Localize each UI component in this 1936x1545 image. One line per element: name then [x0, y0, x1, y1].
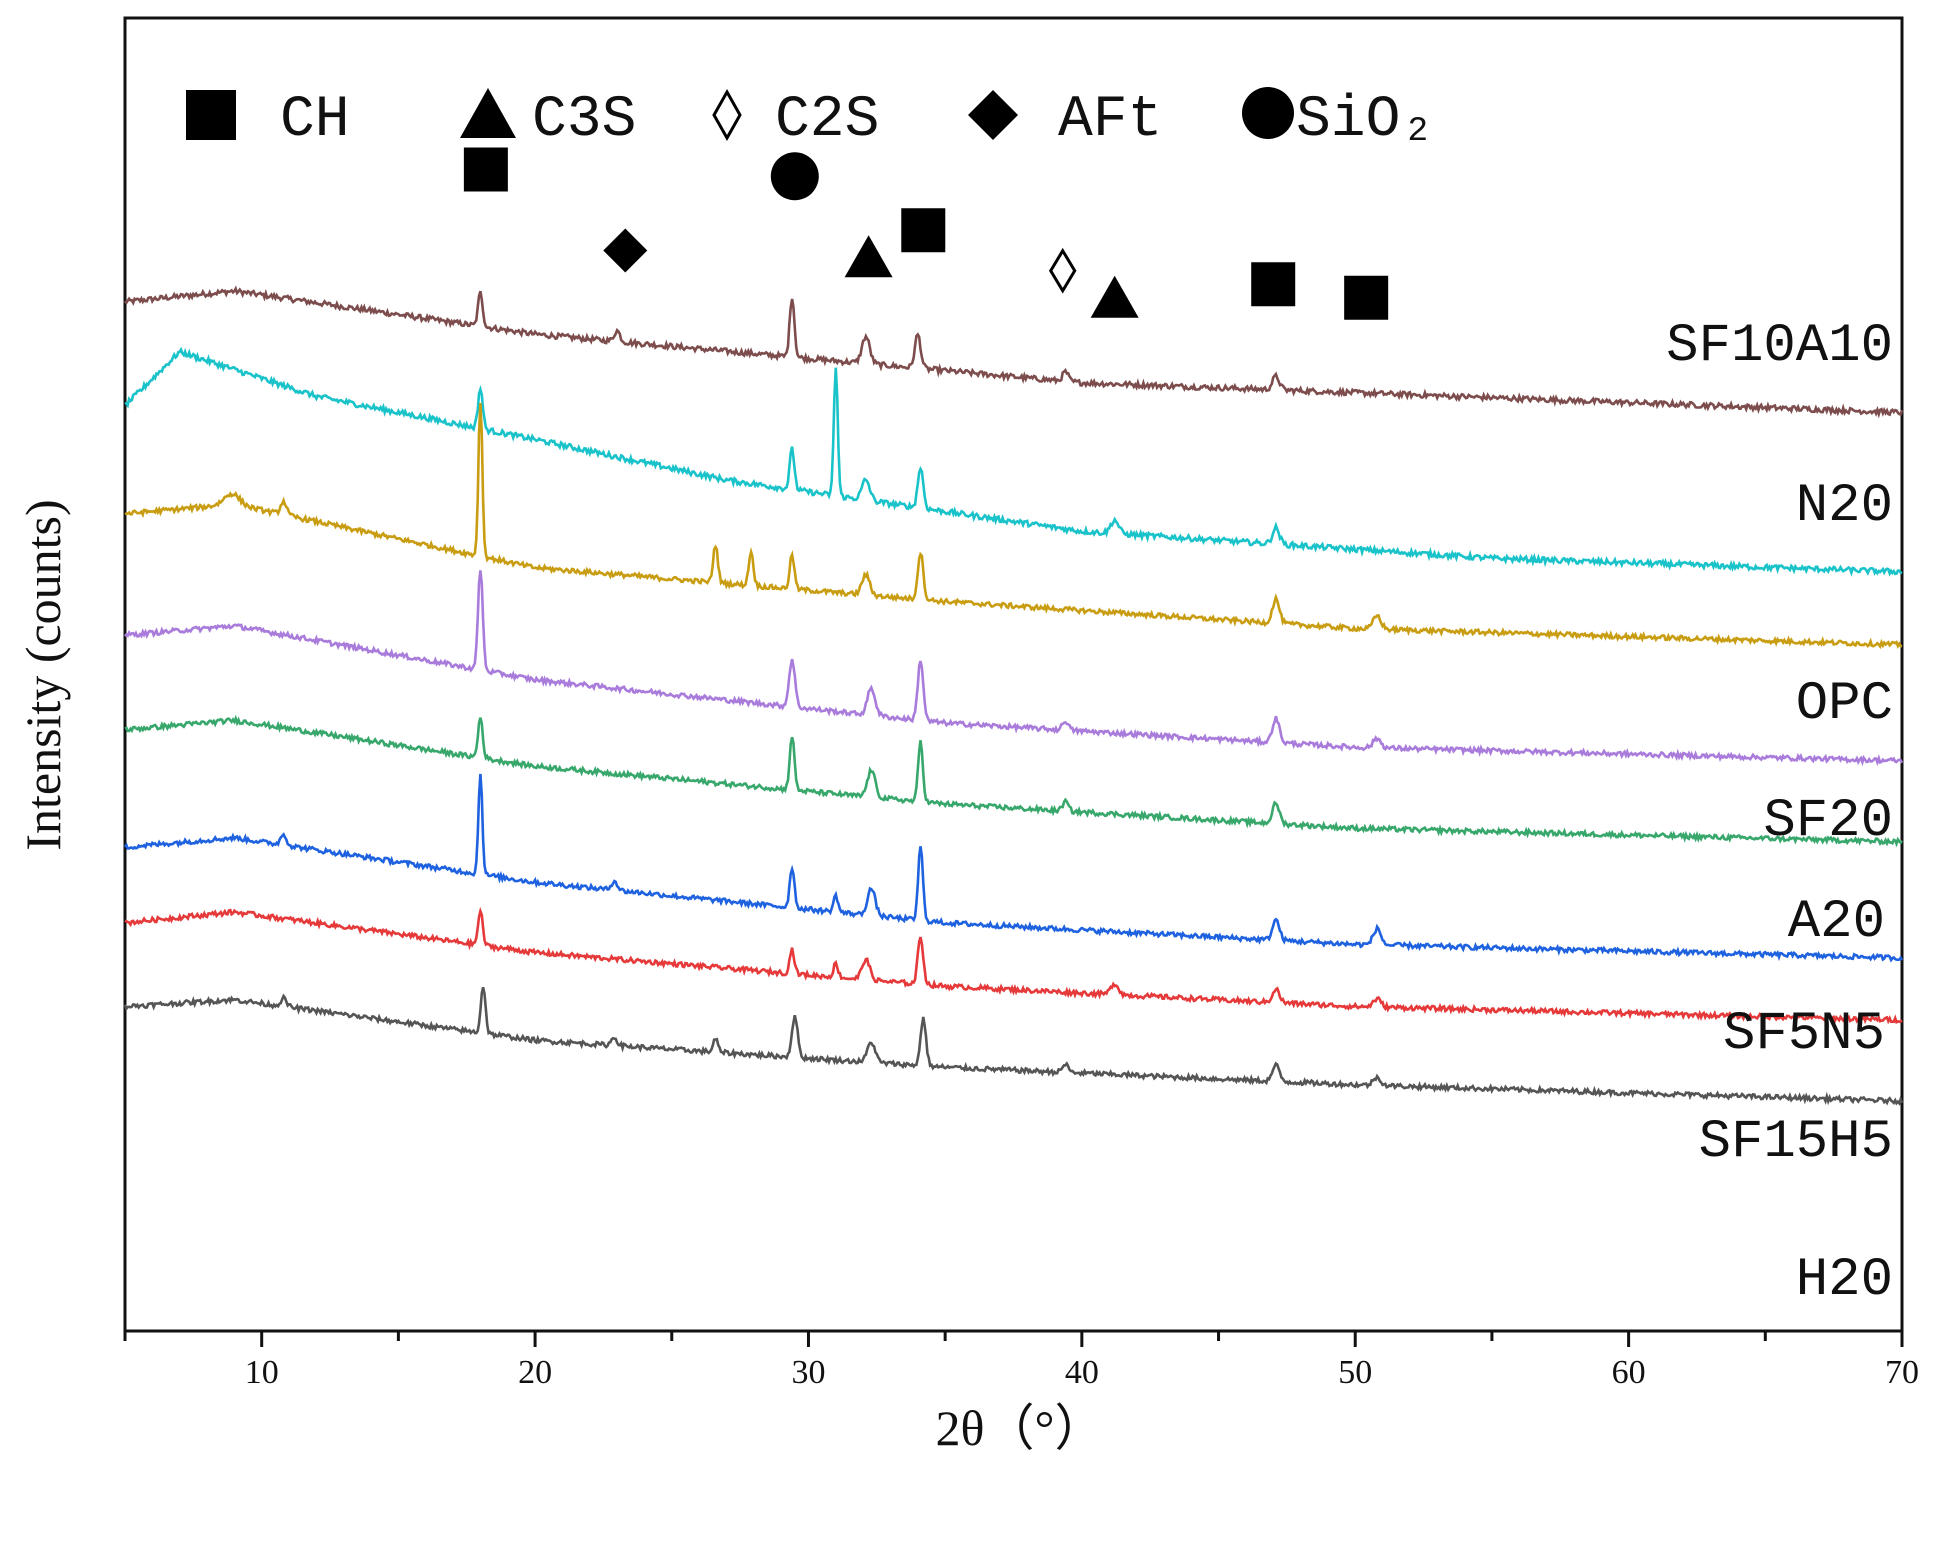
series-line-h20	[123, 987, 1904, 1106]
x-tick-label: 70	[1885, 1354, 1919, 1391]
series-label-sf5n5: SF5N5	[1723, 1004, 1885, 1065]
annotation-square-marker	[1251, 262, 1296, 307]
series-label-sf20: SF20	[1763, 791, 1893, 852]
series-line-sf15h5	[124, 906, 1903, 1025]
x-tick-label: 60	[1612, 1354, 1646, 1391]
legend-diamond-icon	[968, 90, 1018, 140]
legend-label-aft: AFt	[1058, 88, 1162, 153]
annotation-square-marker	[463, 147, 508, 192]
annotation-diamond-open-marker	[1048, 247, 1077, 294]
plot-frame	[123, 16, 1904, 1333]
x-tick-label: 40	[1065, 1354, 1099, 1391]
annotation-circle-marker	[770, 152, 819, 201]
annotation-square-marker	[901, 208, 946, 253]
x-axis-title: 2θ（°）	[936, 1400, 1105, 1456]
series-label-opc: OPC	[1796, 674, 1893, 735]
annotation-square-marker	[1344, 275, 1389, 320]
annotation-diamond-marker	[603, 228, 648, 273]
series-label-sf10a10: SF10A10	[1666, 316, 1893, 377]
x-tick-label: 50	[1338, 1354, 1372, 1391]
series-label-n20: N20	[1796, 476, 1893, 537]
annotation-markers	[463, 147, 1389, 320]
annotation-triangle-marker	[1090, 275, 1139, 318]
series-line-a20	[124, 714, 1904, 848]
x-tick-label: 20	[518, 1354, 552, 1391]
legend-square-icon	[186, 90, 236, 140]
legend: CH C3S C2S AFt SiO₂	[186, 87, 1435, 153]
x-axis: 10 20 30 40 50 60 70	[123, 1331, 1919, 1391]
legend-triangle-icon	[460, 88, 516, 138]
x-tick-label: 10	[245, 1354, 279, 1391]
series-layer	[123, 285, 1904, 1106]
y-axis-title: Intensity (counts)	[15, 499, 71, 850]
series-label-a20: A20	[1788, 892, 1885, 953]
legend-label-c3s: C3S	[532, 88, 636, 153]
legend-label-sio2: SiO₂	[1296, 88, 1435, 153]
series-labels: SF10A10 N20 OPC SF20 A20 SF5N5 SF15H5 H2…	[1666, 316, 1893, 1311]
legend-label-c2s: C2S	[775, 88, 879, 153]
legend-open-diamond-icon	[712, 88, 742, 142]
series-line-opc	[124, 402, 1903, 650]
series-label-h20: H20	[1796, 1250, 1893, 1311]
series-line-sf10a10	[123, 285, 1904, 419]
series-line-sf20	[124, 570, 1904, 767]
x-tick-label: 30	[791, 1354, 825, 1391]
series-line-sf5n5	[123, 773, 1904, 963]
legend-label-ch: CH	[280, 88, 350, 153]
legend-circle-icon	[1242, 87, 1294, 139]
series-line-n20	[124, 346, 1903, 577]
annotation-triangle-marker	[844, 235, 893, 278]
series-label-sf15h5: SF15H5	[1699, 1112, 1893, 1173]
